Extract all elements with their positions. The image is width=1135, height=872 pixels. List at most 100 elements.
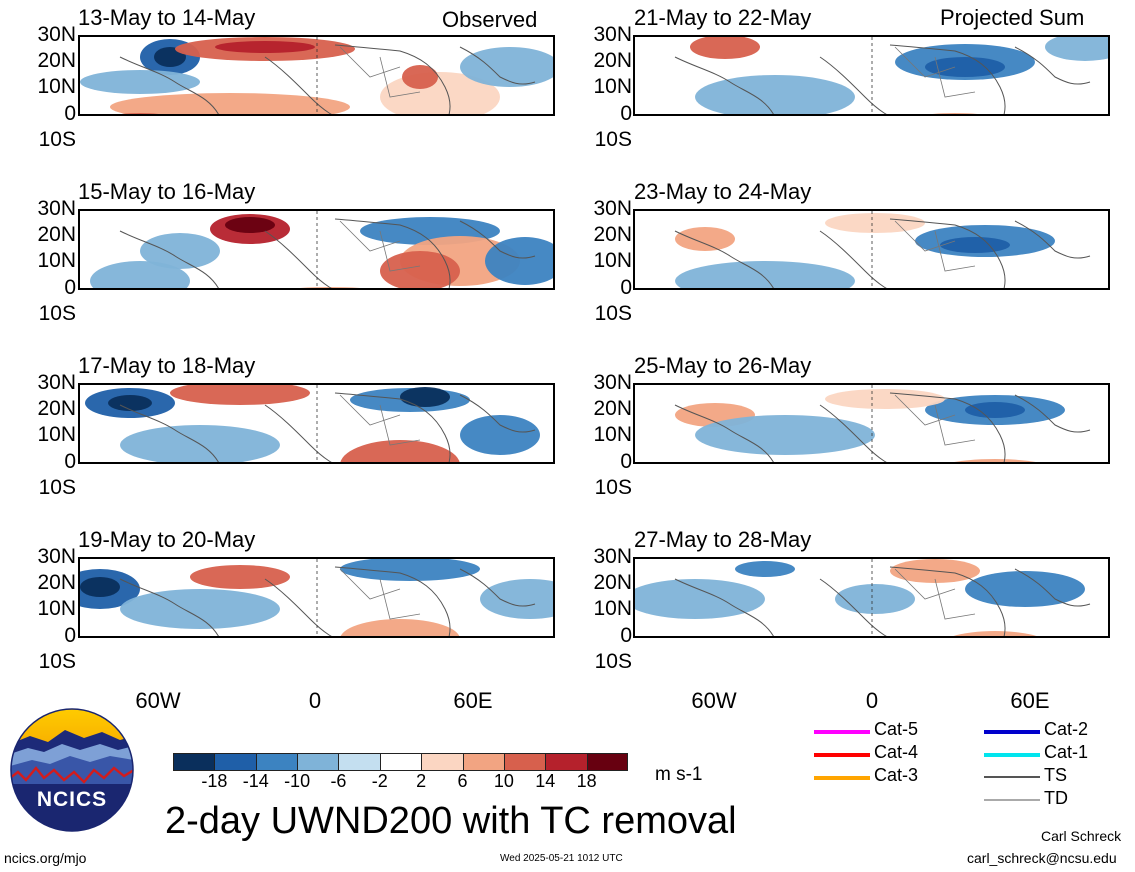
legend-label-cat-1: Cat-1: [1044, 742, 1089, 762]
colorbar-tick-label: 18: [576, 771, 597, 791]
coastline: [264, 56, 332, 114]
lat-label: 30N: [37, 545, 76, 568]
lat-label: 10N: [37, 249, 76, 273]
coastline: [459, 568, 536, 607]
coastline: [1014, 394, 1091, 433]
lat-label: 0: [620, 275, 632, 299]
anomaly-contour: [954, 459, 1036, 462]
coastline: [674, 404, 774, 462]
coastline: [889, 218, 1006, 288]
coastline: [334, 566, 451, 636]
coastline: [459, 394, 536, 433]
anomaly-contour: [80, 70, 200, 94]
tc-legend: Cat-5 Cat-4 Cat-3 Cat-2 Cat-1 TS TD: [814, 718, 1134, 814]
lat-label: 30N: [593, 545, 632, 568]
colorbar-swatch: [338, 753, 380, 771]
figure-title: 2-day UWND200 with TC removal: [165, 800, 737, 842]
panel-title-obs-2: 15-May to 16-May: [78, 179, 256, 204]
anomaly-contour: [190, 565, 290, 589]
lat-label: 10N: [593, 423, 632, 447]
lon-label-60w-right: 60W: [691, 688, 737, 713]
projected-map-panel: [633, 383, 1110, 464]
anomaly-contour: [460, 47, 553, 87]
coastline: [459, 220, 536, 259]
author: Carl Schreck: [1041, 828, 1122, 844]
coastline: [1014, 46, 1091, 85]
lat-label: 10S: [38, 475, 76, 499]
coastline: [119, 230, 219, 288]
anomaly-contour: [460, 415, 540, 455]
lat-label: 30N: [37, 197, 76, 220]
lon-label-60e-left: 60E: [453, 688, 493, 713]
anomaly-contour: [675, 227, 735, 251]
colorbar-tick-label: 2: [416, 771, 427, 791]
anomaly-contour: [340, 559, 480, 581]
lat-label: 20N: [593, 49, 632, 73]
projected-map-panel: [633, 209, 1110, 290]
legend-label-cat-4: Cat-4: [874, 742, 919, 762]
anomaly-contour: [965, 402, 1025, 418]
colorbar-tick-label: 10: [493, 771, 514, 791]
observed-map-panel: [78, 35, 555, 116]
timestamp: Wed 2025-05-21 1012 UTC: [500, 853, 623, 864]
lat-label: 10S: [594, 475, 632, 499]
lat-label: 30N: [37, 23, 76, 46]
legend-label-cat-5: Cat-5: [874, 719, 919, 739]
panel-title-proj-3: 25-May to 26-May: [634, 353, 812, 378]
coastline: [334, 44, 451, 114]
lat-label: 0: [64, 101, 76, 125]
anomaly-contour: [140, 233, 220, 269]
observed-map-panel: [78, 557, 555, 638]
legend-label-cat-2: Cat-2: [1044, 719, 1089, 739]
logo-text: NCICS: [36, 788, 108, 811]
colorbar-tick-label: -10: [284, 771, 311, 791]
border: [894, 220, 976, 272]
anomaly-contour: [835, 584, 915, 614]
coastline: [119, 56, 219, 114]
legend-label-ts: TS: [1044, 765, 1068, 785]
lon-label-60w-left: 60W: [135, 688, 181, 713]
legend-line-cat-5: [814, 730, 870, 734]
lat-label: 0: [620, 101, 632, 125]
colorbar-swatch: [297, 753, 339, 771]
coastline: [819, 404, 887, 462]
coastline: [889, 44, 1006, 114]
lat-label: 30N: [37, 371, 76, 394]
colorbar-swatch: [255, 753, 298, 771]
colorbar-swatch: [421, 753, 463, 771]
lat-label: 20N: [37, 397, 76, 421]
legend-line-cat-4: [814, 753, 870, 757]
coastline: [459, 46, 536, 85]
lat-label: 10S: [594, 301, 632, 325]
legend-line-td: [984, 799, 1040, 801]
anomaly-contour: [825, 389, 945, 409]
panel-title-obs-1: 13-May to 14-May: [78, 5, 256, 30]
anomaly-contour: [380, 251, 460, 288]
panel-title-obs-3: 17-May to 18-May: [78, 353, 256, 378]
projected-header: Projected Sum: [940, 5, 1085, 30]
lat-label: 20N: [593, 397, 632, 421]
source-url[interactable]: ncics.org/mjo: [4, 850, 87, 866]
coastline: [674, 230, 774, 288]
legend-line-cat-2: [984, 730, 1040, 734]
coastline: [1014, 220, 1091, 259]
author-email[interactable]: carl_schreck@ncsu.edu: [967, 850, 1117, 866]
lon-label-0-left: 0: [308, 688, 322, 713]
projected-map-panel: [633, 35, 1110, 116]
legend-line-ts: [984, 776, 1040, 778]
anomaly-contour: [80, 577, 120, 597]
anomaly-contour: [932, 113, 978, 114]
lat-label: 10N: [593, 75, 632, 99]
anomaly-contour: [1045, 37, 1108, 61]
observed-map-panel: [78, 383, 555, 464]
legend-line-cat-3: [814, 776, 870, 780]
panel-title-proj-1: 21-May to 22-May: [634, 5, 812, 30]
coastline: [334, 392, 451, 462]
coastline: [819, 230, 887, 288]
lat-label: 10S: [594, 649, 632, 673]
lat-label: 20N: [37, 49, 76, 73]
coastline: [889, 392, 1006, 462]
lat-label: 10N: [37, 423, 76, 447]
lat-label: 30N: [593, 197, 632, 220]
colorbar-swatch: [214, 753, 256, 771]
